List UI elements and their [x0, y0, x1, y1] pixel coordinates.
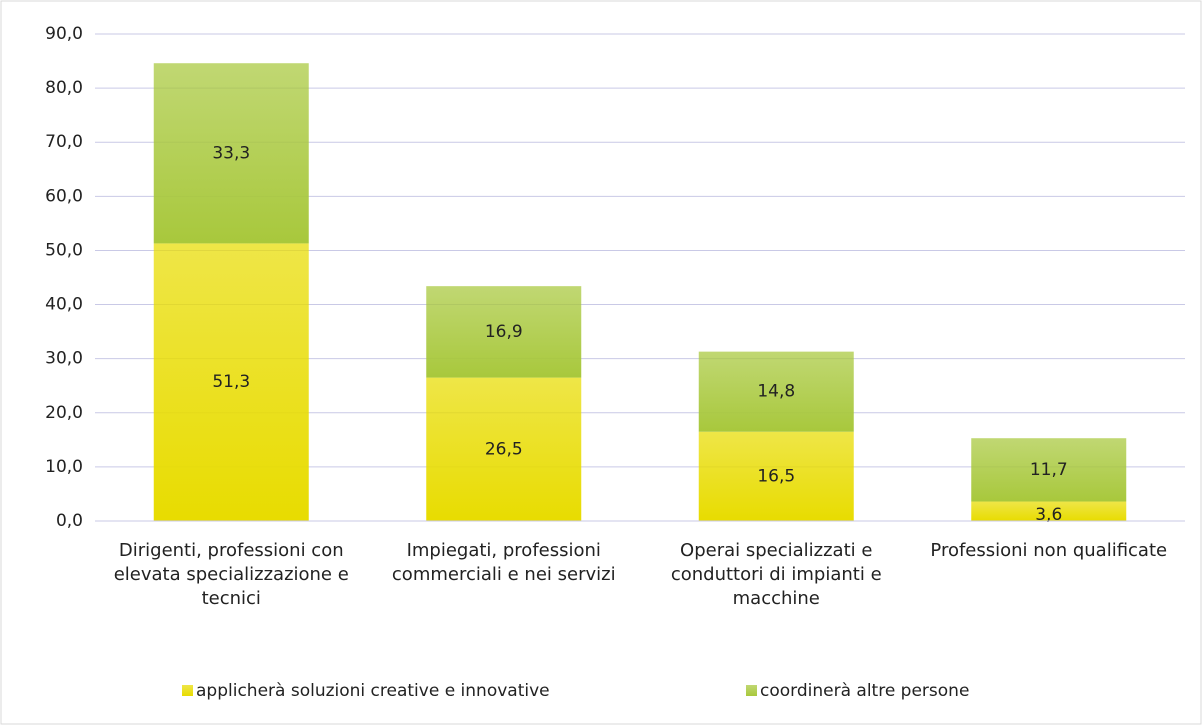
bar-segment	[426, 377, 582, 521]
x-tick-label: Professioni non qualificate	[930, 540, 1168, 561]
bar-segment	[698, 431, 854, 521]
y-tick-label: 70,0	[45, 132, 83, 152]
bar-segment	[153, 243, 309, 521]
y-tick-label: 50,0	[45, 240, 83, 260]
data-label: 14,8	[757, 382, 795, 402]
x-tick-label: Dirigenti, professioni con elevata speci…	[113, 540, 349, 609]
y-tick-label: 30,0	[45, 349, 83, 369]
x-tick-label: Operai specializzati e conduttori di imp…	[670, 540, 882, 609]
y-tick-label: 0,0	[56, 511, 83, 531]
data-label: 16,9	[485, 322, 523, 342]
bar-segment	[971, 438, 1127, 502]
legend-swatch	[182, 685, 193, 696]
data-label: 33,3	[212, 143, 250, 163]
bar-segment	[971, 501, 1127, 521]
x-tick-label: Impiegati, professioni commerciali e nei…	[391, 540, 616, 585]
data-label: 3,6	[1035, 505, 1062, 525]
y-tick-label: 10,0	[45, 457, 83, 477]
bar-segment	[153, 63, 309, 244]
legend-label: applicherà soluzioni creative e innovati…	[196, 681, 550, 701]
y-tick-label: 80,0	[45, 78, 83, 98]
data-label: 11,7	[1030, 460, 1068, 480]
bar-segment	[426, 286, 582, 378]
y-tick-label: 60,0	[45, 186, 83, 206]
y-tick-label: 40,0	[45, 295, 83, 315]
legend-label: coordinerà altre persone	[760, 681, 969, 701]
data-label: 16,5	[757, 466, 795, 486]
bar-segment	[698, 351, 854, 432]
y-tick-label: 20,0	[45, 403, 83, 423]
legend-swatch	[746, 685, 757, 696]
data-label: 26,5	[485, 439, 523, 459]
data-label: 51,3	[212, 372, 250, 392]
y-tick-label: 90,0	[45, 24, 83, 44]
